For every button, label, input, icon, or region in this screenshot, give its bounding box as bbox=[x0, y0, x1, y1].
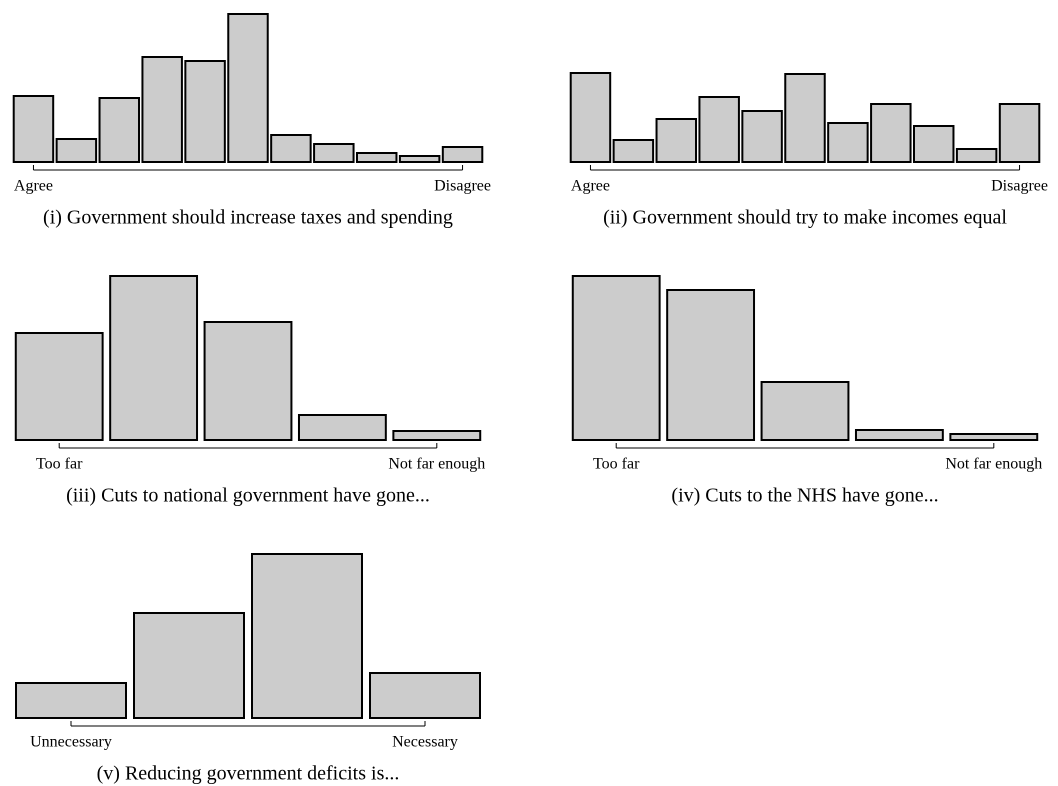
bar bbox=[369, 672, 481, 719]
bar bbox=[251, 553, 363, 719]
bar bbox=[854, 429, 944, 441]
category-label: Agree bbox=[571, 178, 610, 195]
bar bbox=[392, 430, 482, 441]
bar bbox=[655, 118, 698, 163]
bar bbox=[270, 134, 312, 163]
bar bbox=[569, 72, 612, 163]
bar bbox=[15, 682, 127, 719]
category-label: Disagree bbox=[434, 178, 491, 195]
bar bbox=[184, 60, 226, 163]
bar bbox=[398, 155, 441, 163]
bar bbox=[98, 97, 141, 163]
category-label: Not far enough bbox=[945, 456, 1042, 473]
bar bbox=[14, 332, 104, 441]
chart-caption: (iii) Cuts to national government have g… bbox=[66, 485, 430, 507]
bar bbox=[133, 612, 245, 719]
bar bbox=[612, 139, 655, 163]
bar bbox=[441, 146, 484, 163]
bar bbox=[141, 56, 183, 163]
bar bbox=[741, 110, 783, 163]
bar bbox=[666, 289, 756, 441]
bar bbox=[12, 95, 55, 163]
bar bbox=[998, 103, 1041, 163]
bar bbox=[949, 433, 1039, 441]
category-label: Too far bbox=[593, 456, 640, 473]
category-label: Disagree bbox=[991, 178, 1048, 195]
chart-caption: (ii) Government should try to make incom… bbox=[603, 207, 1007, 229]
bar bbox=[203, 321, 293, 441]
category-label: Not far enough bbox=[388, 456, 485, 473]
bar bbox=[912, 125, 955, 163]
chart-caption: (i) Government should increase taxes and… bbox=[43, 207, 453, 229]
bar bbox=[227, 13, 269, 163]
category-label: Agree bbox=[14, 178, 53, 195]
chart-caption: (v) Reducing government deficits is... bbox=[97, 763, 400, 785]
bar bbox=[313, 143, 355, 163]
bar bbox=[760, 381, 850, 441]
bar bbox=[55, 138, 98, 163]
category-label: Necessary bbox=[392, 734, 458, 751]
bar bbox=[955, 148, 998, 163]
bar bbox=[784, 73, 826, 163]
bar bbox=[827, 122, 869, 163]
bar bbox=[698, 96, 740, 163]
bar bbox=[571, 275, 661, 441]
chart-caption: (iv) Cuts to the NHS have gone... bbox=[671, 485, 938, 507]
category-label: Unnecessary bbox=[30, 734, 112, 751]
bar bbox=[109, 275, 199, 441]
category-label: Too far bbox=[36, 456, 83, 473]
bar bbox=[297, 414, 387, 441]
bar bbox=[870, 103, 912, 163]
bar bbox=[355, 152, 398, 163]
